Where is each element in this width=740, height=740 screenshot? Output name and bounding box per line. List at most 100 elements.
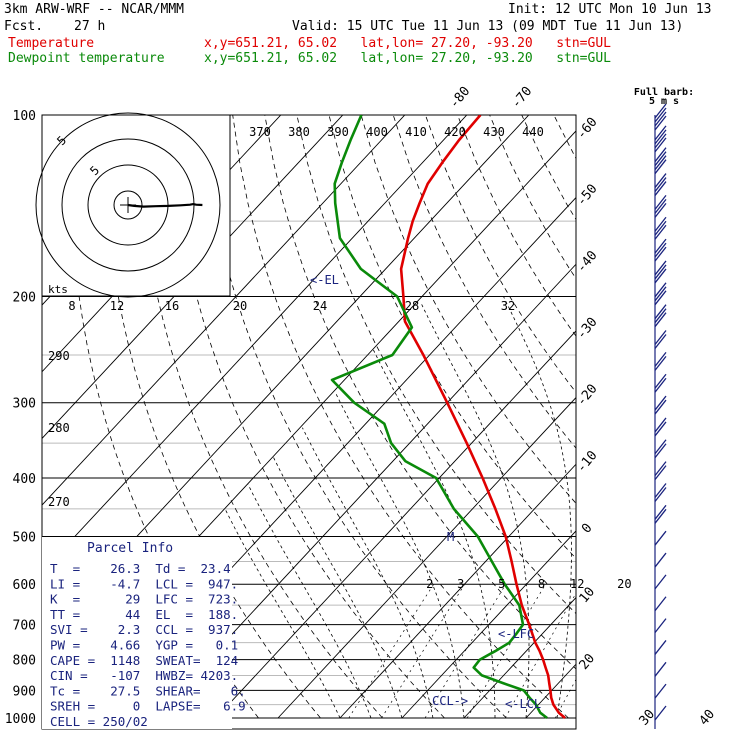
dry-adiabat (714, 115, 740, 718)
theta-e-side-label: 290 (48, 349, 70, 363)
pressure-label: 1000 (5, 712, 36, 727)
parcel-info-text: Parcel Info T = 26.3 Td = 23.4LI = -4.7 L… (50, 541, 246, 729)
wind-barb (654, 203, 667, 218)
wind-barb (654, 216, 667, 232)
theta-label: 440 (522, 125, 544, 139)
wind-barb (654, 351, 667, 367)
parcel-info-row: CIN = -107 HWBZ= 4203. (50, 668, 238, 683)
wind-barbs: Full barb:5 m s (634, 87, 694, 729)
isotherm-label: -80 (447, 84, 474, 112)
marker-annotation: M (447, 530, 454, 544)
pressure-label: 200 (13, 291, 36, 306)
hodograph-ring (113, 190, 143, 220)
wind-barb (654, 159, 667, 175)
wind-barb (654, 199, 667, 214)
theta-e-label: 12 (110, 299, 124, 313)
moist-adiabat (588, 297, 625, 719)
wind-barb (654, 308, 667, 324)
dry-adiabat (200, 115, 507, 719)
wind-barb (654, 155, 667, 171)
isotherm-label: 0 (579, 521, 596, 537)
wind-barb (654, 461, 667, 477)
isotherm-line (277, 396, 576, 719)
parcel-info-row: K = 29 LFC = 723. (50, 592, 238, 607)
hodograph: 55 (35, 112, 231, 298)
dry-adiabat (296, 115, 576, 615)
wind-barb (654, 115, 667, 131)
theta-e-label: 20 (233, 299, 247, 313)
dry-adiabat (264, 115, 576, 670)
mixing-ratio-label: 2 (426, 577, 433, 591)
wind-barb (654, 465, 667, 481)
wind-barb (654, 443, 667, 459)
isotherm-label: -60 (574, 115, 601, 143)
parcel-info-row: Tc = 27.5 SHEAR= 6. (50, 683, 246, 698)
lfc-annotation: <-LFC (498, 627, 534, 641)
wind-barb (654, 330, 667, 345)
parcel-info-row: TT = 44 EL = 188. (50, 607, 238, 622)
lcl-annotation: <-LCL (505, 697, 541, 711)
isotherm-label: -10 (574, 448, 601, 476)
theta-e-label: 16 (165, 299, 179, 313)
theta-label: 390 (327, 125, 349, 139)
wind-barb (654, 195, 667, 210)
mixing-ratio-label: 3 (457, 577, 464, 591)
wind-barb (654, 129, 667, 145)
wind-barb (654, 220, 667, 236)
barb-legend-label: Full barb: (634, 87, 694, 98)
barb-legend-unit: 5 m s (649, 96, 679, 107)
theta-label: 400 (366, 125, 388, 139)
ccl-annotation: CCL-> (432, 694, 468, 708)
moist-adiabat (619, 297, 695, 719)
wind-barb (654, 377, 667, 393)
dewpoint-profile (330, 115, 548, 720)
wind-barb (654, 487, 667, 502)
theta-e-side-label: 270 (48, 495, 70, 509)
dry-adiabat (135, 115, 383, 719)
wind-barb (654, 147, 667, 163)
pressure-label: 500 (13, 530, 36, 545)
wind-barb (654, 596, 667, 612)
parcel-info-row: CELL = 250/02 (50, 714, 148, 729)
parcel-info-row: T = 26.3 Td = 23.4 (50, 561, 231, 576)
wind-barb (654, 421, 667, 437)
pressure-label: 100 (13, 109, 36, 124)
isotherm-line (42, 115, 406, 506)
dry-adiabat (392, 115, 576, 449)
mixing-ratio-line (466, 584, 546, 719)
theta-e-label: 28 (405, 299, 419, 313)
wind-barb (654, 103, 667, 119)
moist-adiabat (503, 296, 572, 719)
init-time: Init: 12 UTC Mon 10 Jun 13 (508, 2, 712, 17)
wind-barb (654, 508, 667, 524)
plot-frame (41, 114, 577, 730)
wind-barb (654, 705, 667, 721)
el-annotation: <-EL (310, 273, 339, 287)
hodograph-trace (127, 202, 203, 208)
wind-barb (654, 286, 667, 302)
wind-barb (654, 661, 667, 677)
wind-barb (654, 640, 667, 655)
mixing-ratio-label: 5 (498, 577, 505, 591)
wind-barb (654, 264, 667, 280)
wind-barb (654, 312, 667, 328)
hodograph-ring (35, 112, 221, 298)
dry-adiabat (360, 115, 576, 504)
isotherm-label: 20 (577, 651, 599, 673)
wind-barb (654, 125, 667, 141)
forecast-hour: 27 h (74, 19, 106, 34)
wind-barb (654, 399, 667, 415)
parcel-info-row: SREH = 0 LAPSE= 6.9 (50, 699, 246, 714)
mixing-ratio-line (554, 678, 576, 719)
forecast-label: Fcst. (4, 19, 44, 34)
parcel-info-title: Parcel Info (87, 541, 173, 556)
pressure-label: 700 (13, 619, 36, 634)
wind-barb (654, 373, 667, 389)
pressure-label: 400 (13, 472, 36, 487)
temperature-profile (399, 115, 566, 719)
isotherm-label: 40 (697, 707, 719, 729)
wind-barb (654, 177, 667, 192)
wind-barb (654, 334, 667, 349)
wind-barb (654, 246, 667, 262)
